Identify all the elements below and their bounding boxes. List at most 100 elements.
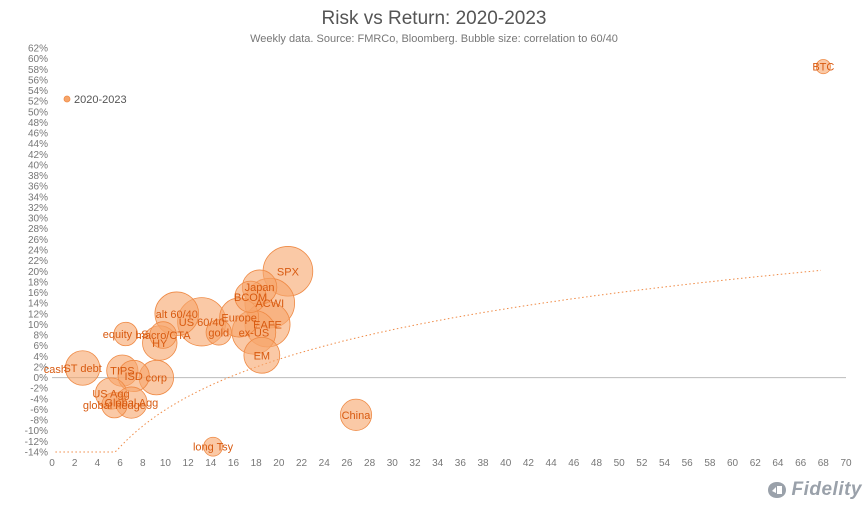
- fidelity-logo-text: Fidelity: [791, 479, 862, 500]
- y-tick-label: 6%: [34, 341, 49, 352]
- bubble-label: equity LS: [103, 329, 149, 341]
- y-tick-label: -10%: [25, 426, 48, 437]
- bubble-label: BCOM: [234, 292, 267, 304]
- x-tick-label: 6: [117, 458, 123, 469]
- bubble-long-tsy: [203, 436, 223, 457]
- chart-subtitle: Weekly data. Source: FMRCo, Bloomberg. B…: [250, 33, 618, 45]
- x-tick-label: 8: [140, 458, 146, 469]
- y-tick-label: 58%: [28, 65, 48, 76]
- x-tick-label: 60: [727, 458, 739, 469]
- x-tick-label: 14: [205, 458, 217, 469]
- x-tick-label: 66: [795, 458, 807, 469]
- x-tick-label: 30: [387, 458, 399, 469]
- x-tick-label: 36: [455, 458, 467, 469]
- x-tick-label: 32: [409, 458, 421, 469]
- x-tick-label: 52: [636, 458, 648, 469]
- x-tick-label: 46: [568, 458, 580, 469]
- x-tick-label: 40: [500, 458, 512, 469]
- fidelity-shield-icon: [768, 482, 787, 498]
- bubble-label: US 60/40: [179, 317, 225, 329]
- bubble-label: HY: [152, 338, 168, 350]
- bubbles-group: [64, 59, 831, 457]
- x-tick-label: 42: [523, 458, 535, 469]
- x-tick-label: 58: [704, 458, 716, 469]
- x-tick-label: 28: [364, 458, 376, 469]
- bubble-em: [243, 336, 281, 374]
- x-tick-label: 10: [160, 458, 172, 469]
- y-tick-label: 32%: [28, 203, 48, 214]
- bubble-china: [339, 398, 373, 431]
- y-tick-label: 36%: [28, 182, 48, 193]
- x-tick-label: 2: [72, 458, 78, 469]
- x-tick-label: 4: [95, 458, 101, 469]
- y-tick-label: 0%: [34, 373, 49, 384]
- x-tick-label: 12: [183, 458, 195, 469]
- bubble-global-hedge: [101, 392, 128, 419]
- bubble-label: macro/CTA: [136, 330, 191, 342]
- y-tick-label: 52%: [28, 97, 48, 108]
- bubble-label: alt 60/40: [156, 309, 198, 321]
- bubble-label: Global Agg: [104, 398, 158, 410]
- bubble-label: China: [342, 410, 372, 422]
- x-tick-label: 0: [49, 458, 55, 469]
- y-tick-label: -14%: [25, 448, 48, 459]
- y-tick-label: 16%: [28, 288, 48, 299]
- chart-title: Risk vs Return: 2020-2023: [321, 8, 547, 29]
- y-tick-label: 14%: [28, 299, 48, 310]
- y-tick-label: 50%: [28, 107, 48, 118]
- y-tick-label: 40%: [28, 160, 48, 171]
- y-tick-label: -4%: [30, 394, 48, 405]
- x-tick-label: 20: [273, 458, 285, 469]
- bubble-label: TIPS: [110, 366, 134, 378]
- x-tick-label: 44: [546, 458, 558, 469]
- bubble-label: corp: [146, 373, 167, 385]
- x-tick-label: 70: [840, 458, 852, 469]
- bubble-label: SPX: [277, 266, 300, 278]
- bubble-label: global hedge: [83, 400, 146, 412]
- legend-marker: [63, 95, 71, 103]
- bubble-st-debt: [64, 350, 101, 386]
- x-tick-label: 68: [818, 458, 830, 469]
- y-tick-label: 62%: [28, 44, 48, 55]
- x-tick-label: 24: [319, 458, 331, 469]
- x-tick-label: 16: [228, 458, 240, 469]
- trendline-group: [55, 269, 822, 453]
- x-tick-label: 18: [251, 458, 263, 469]
- y-tick-label: 60%: [28, 54, 48, 65]
- y-tick-label: 4%: [34, 352, 49, 363]
- trendline: [55, 269, 822, 453]
- bubble-label: cash: [44, 364, 67, 376]
- bubble-label: ST debt: [63, 363, 101, 375]
- bubble-label: EM: [254, 350, 271, 362]
- x-tick-label: 34: [432, 458, 444, 469]
- x-tick-label: 54: [659, 458, 671, 469]
- y-tick-label: 34%: [28, 192, 48, 203]
- y-tick-label: 10%: [28, 320, 48, 331]
- x-tick-label: 64: [772, 458, 784, 469]
- bubble-macro-cta: [149, 321, 177, 349]
- y-tick-label: 28%: [28, 224, 48, 235]
- bubble-equity-ls: [113, 321, 138, 347]
- bubble-btc: [815, 59, 831, 75]
- y-tick-label: 56%: [28, 75, 48, 86]
- bubble-label: US Agg: [92, 389, 129, 401]
- bubble-label: long Tsy: [193, 442, 234, 454]
- chart-axes: -14%-12%-10%-8%-6%-4%-2%0%2%4%6%8%10%12%…: [25, 44, 852, 470]
- y-tick-label: -8%: [30, 416, 48, 427]
- y-tick-label: 20%: [28, 267, 48, 278]
- chart-legend: 2020-2023: [63, 94, 127, 106]
- bubble-label: gold: [208, 327, 229, 339]
- bubble-bcom: [234, 280, 267, 313]
- x-tick-label: 48: [591, 458, 603, 469]
- y-tick-label: -6%: [30, 405, 48, 416]
- bubble-label: ex-US: [239, 327, 270, 339]
- y-tick-label: 8%: [34, 331, 49, 342]
- bubble-label: EAFE: [253, 319, 282, 331]
- y-tick-label: -2%: [30, 384, 48, 395]
- bubble-gold: [205, 319, 232, 346]
- y-tick-label: 38%: [28, 171, 48, 182]
- fidelity-logo: Fidelity: [766, 479, 862, 501]
- y-tick-label: 26%: [28, 235, 48, 246]
- x-tick-label: 50: [614, 458, 626, 469]
